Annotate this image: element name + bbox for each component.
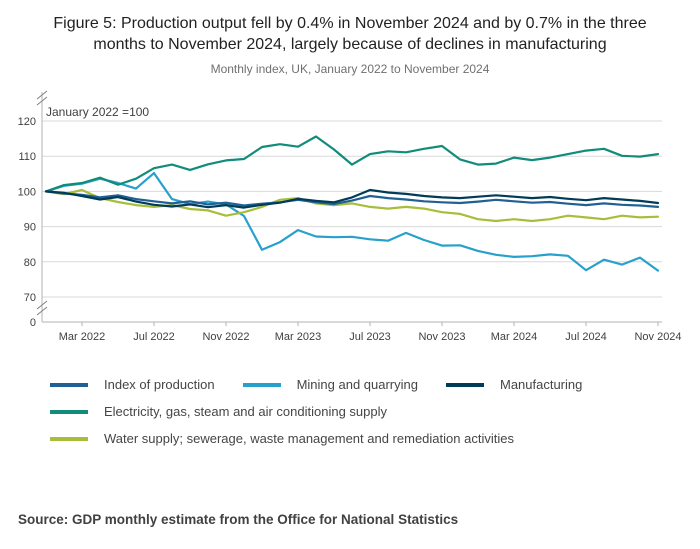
axis-break-icon (36, 90, 48, 100)
x-tick-label: Mar 2022 (59, 331, 105, 343)
legend-item-index-of-production: Index of production (50, 377, 215, 392)
series-line-electricity-gas-steam-air-conditioning (44, 135, 660, 193)
x-tick-label: Jul 2024 (565, 331, 607, 343)
legend-label: Mining and quarrying (296, 377, 418, 393)
legend-item-manufacturing: Manufacturing (445, 377, 583, 393)
x-tick-label: Nov 2022 (202, 331, 249, 343)
legend-row: Electricity, gas, steam and air conditio… (50, 404, 700, 419)
y-tick-label: 80 (24, 257, 36, 269)
y-axis-unit-label: January 2022 =100 (46, 105, 149, 119)
chart-legend: Index of production Mining and quarrying M… (50, 377, 700, 446)
legend-label: Index of production (104, 377, 215, 393)
figure-subtitle: Monthly index, UK, January 2022 to Novem… (210, 62, 490, 77)
line-chart: January 2022 =100 70 80 90 100 110 120 0 Mar 20… (18, 90, 682, 343)
legend-item-mining-and-quarrying: Mining and quarrying (242, 377, 418, 393)
legend-swatch-icon (242, 382, 281, 387)
legend-swatch-icon (50, 382, 88, 387)
series-line-index-of-production (44, 190, 660, 209)
x-tick-label: Nov 2023 (418, 331, 465, 343)
legend-row: Index of production Mining and quarrying M… (50, 377, 700, 392)
legend-item-electricity-gas-steam-air-conditioning: Electricity, gas, steam and air conditio… (50, 404, 387, 419)
chart-area: January 2022 =100 70 80 90 100 110 120 0 Mar 20… (0, 88, 700, 355)
legend-label: Water supply; sewerage, waste management… (104, 431, 514, 447)
y-tick-label: 70 (24, 292, 36, 304)
legend-label: Manufacturing (499, 377, 583, 393)
x-tick-label: Jul 2022 (133, 331, 175, 343)
legend-item-water-supply-sewerage-waste: Water supply; sewerage, waste management… (50, 431, 514, 446)
series-line-manufacturing (44, 189, 660, 209)
axis-break-icon (36, 96, 48, 106)
series-line-mining-and-quarrying (44, 172, 660, 272)
legend-swatch-icon (445, 382, 484, 387)
legend-swatch-icon (50, 436, 88, 441)
y-tick-label: 100 (18, 187, 36, 199)
axis-break-icon (36, 300, 48, 310)
legend-row: Water supply; sewerage, waste management… (50, 431, 700, 446)
figure-title: Figure 5: Production output fell by 0.4%… (53, 15, 647, 54)
series-line-water-supply-sewerage-waste (44, 189, 660, 223)
x-tick-label: Mar 2023 (275, 331, 321, 343)
x-tick-label: Mar 2024 (491, 331, 537, 343)
legend-swatch-icon (50, 409, 88, 414)
x-tick-label: Jul 2023 (349, 331, 391, 343)
legend-label: Electricity, gas, steam and air conditio… (104, 404, 388, 420)
source-note: Source: GDP monthly estimate from the Of… (18, 512, 459, 527)
y-tick-label: 0 (30, 317, 36, 329)
y-tick-label: 110 (18, 151, 36, 163)
y-tick-label: 90 (24, 222, 36, 234)
axis-break-icon (36, 306, 48, 316)
y-tick-label: 120 (18, 116, 36, 128)
x-tick-label: Nov 2024 (634, 331, 681, 343)
